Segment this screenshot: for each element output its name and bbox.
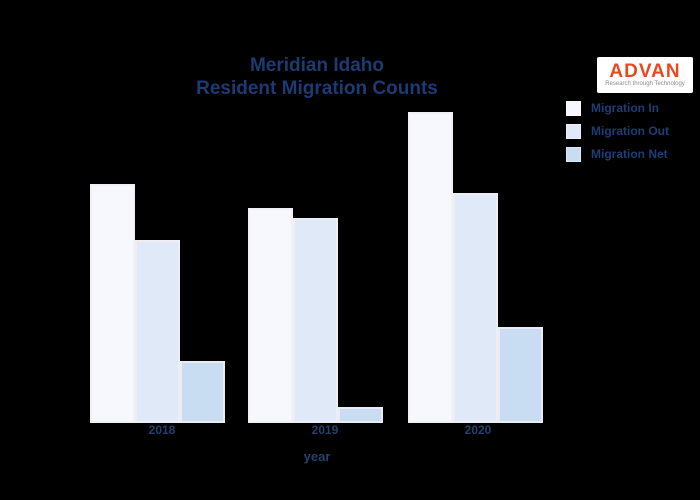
legend-item-migration-net: Migration Net [566,146,669,162]
bar-migration-out-2020 [453,193,498,423]
x-tick-2018: 2018 [148,423,176,437]
chart-title: Meridian Idaho Resident Migration Counts [117,54,517,100]
chart-title-line1: Meridian Idaho [249,55,385,76]
advan-logo-text: ADVAN [609,61,681,82]
bar-migration-in-2019 [248,208,293,423]
bar-migration-in-2018 [90,184,135,423]
bar-migration-in-2020 [408,112,453,423]
x-axis-title: year [303,449,331,464]
bar-migration-out-2018 [135,240,180,423]
legend-swatch-migration-in [566,100,581,116]
bar-migration-net-2019 [338,407,383,423]
x-tick-2020: 2020 [464,423,492,437]
legend-label-migration-in: Migration In [591,101,659,115]
legend-item-migration-out: Migration Out [566,123,669,139]
chart-title-line2: Resident Migration Counts [196,78,438,99]
bar-migration-net-2020 [498,327,543,423]
advan-logo: ADVAN Research through Technology [597,57,693,93]
legend-swatch-migration-out [566,123,581,139]
x-tick-2019: 2019 [311,423,339,437]
bar-migration-net-2018 [180,361,225,423]
advan-logo-tagline: Research through Technology [605,81,685,87]
legend-item-migration-in: Migration In [566,100,669,116]
legend-label-migration-net: Migration Net [591,147,668,161]
bar-migration-out-2019 [293,218,338,423]
legend-label-migration-out: Migration Out [591,124,669,138]
legend: Migration In Migration Out Migration Net [566,100,669,169]
legend-swatch-migration-net [566,146,581,162]
